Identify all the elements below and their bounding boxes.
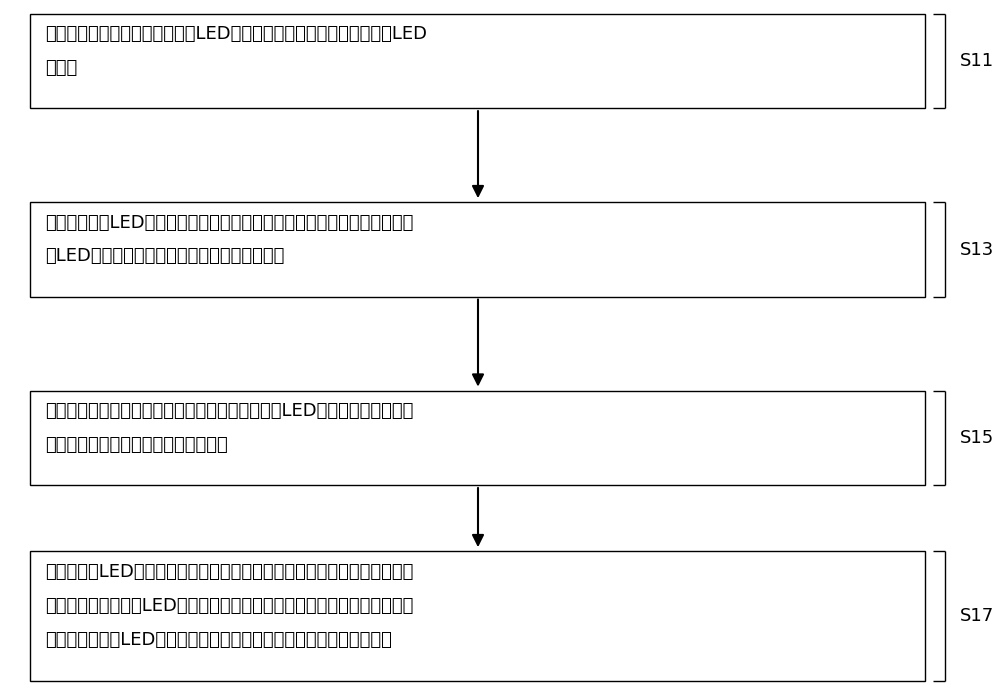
Bar: [30, 551, 925, 681]
Text: 在欲将所述LED显示屏分拆成所述多个拼接单元之前，利用所述亮暗线补偿: 在欲将所述LED显示屏分拆成所述多个拼接单元之前，利用所述亮暗线补偿: [45, 563, 413, 581]
Text: S11: S11: [960, 52, 994, 70]
Bar: [30, 14, 925, 108]
Text: S13: S13: [960, 241, 994, 258]
Text: 个LED像素点的校正系数从初始值更新至目标值: 个LED像素点的校正系数从初始值更新至目标值: [45, 247, 284, 265]
Text: 节量将所述多个LED像素点的校正系数从所述目标值还原至所述初始值: 节量将所述多个LED像素点的校正系数从所述目标值还原至所述初始值: [45, 631, 392, 648]
Text: S17: S17: [960, 607, 994, 625]
Bar: [30, 202, 925, 297]
Text: 在补偿拼接亮暗线达到目标效果后，保存所述多个LED像素点的位置和相对: 在补偿拼接亮暗线达到目标效果后，保存所述多个LED像素点的位置和相对: [45, 402, 413, 420]
Bar: [30, 391, 925, 485]
Text: 应的亮度调节量以得到亮暗线补偿文件: 应的亮度调节量以得到亮暗线补偿文件: [45, 436, 228, 454]
Text: 文件计算出所述多个LED像素点的亮度反向调节量、并利用所述亮度反向调: 文件计算出所述多个LED像素点的亮度反向调节量、并利用所述亮度反向调: [45, 597, 413, 615]
Text: 像素点: 像素点: [45, 59, 77, 77]
Text: 调节所述多个LED像素点的亮度，以补偿拼接亮暗线至目标效果并将所述多: 调节所述多个LED像素点的亮度，以补偿拼接亮暗线至目标效果并将所述多: [45, 214, 413, 232]
Text: 确定由多个拼接单元搭建而成的LED显示屏中拼接亮暗线位置处的多个LED: 确定由多个拼接单元搭建而成的LED显示屏中拼接亮暗线位置处的多个LED: [45, 25, 427, 43]
Text: S15: S15: [960, 429, 994, 447]
